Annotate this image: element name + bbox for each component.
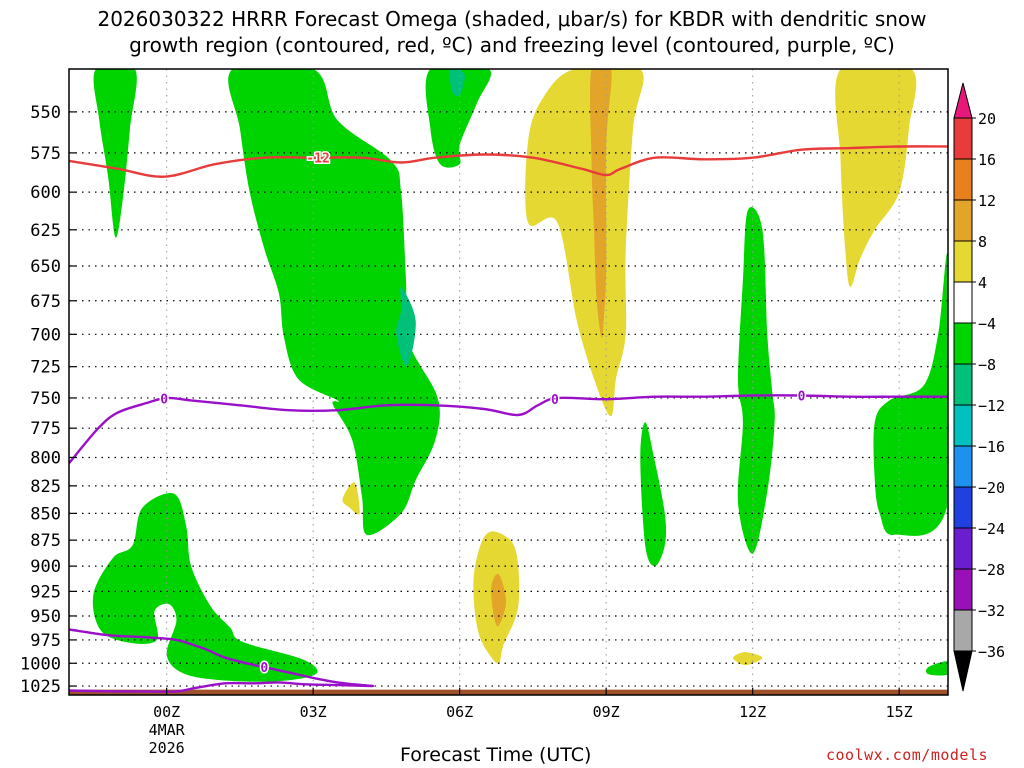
colorbar-bin-2 (953, 158, 973, 201)
colorbar-label-1: 16 (978, 151, 996, 169)
freezing-level-contour-1-label-2: 0 (798, 389, 806, 404)
colorbar-bin-above-20 (953, 82, 973, 119)
x-tick-label-15Z: 15Z (886, 703, 913, 721)
omega-area-yellow-5 (733, 652, 763, 666)
y-tick-label-700: 700 (30, 325, 61, 345)
y-tick-label-625: 625 (30, 221, 61, 241)
y-tick-label-1000: 1000 (20, 654, 61, 674)
x-tick-label-00Z: 00Z (153, 703, 180, 721)
colorbar-bin-below-36 (953, 650, 973, 692)
colorbar-label-7: −12 (978, 397, 1005, 415)
colorbar-bin-4 (953, 240, 973, 283)
omega-area-green-2 (228, 69, 440, 536)
dendritic-growth-contour (69, 145, 948, 178)
omega-area-yellow-4 (342, 482, 360, 515)
y-tick-label-925: 925 (30, 582, 61, 602)
colorbar-bin-5 (953, 281, 973, 324)
omega-area-green-4 (92, 492, 318, 682)
y-tick-label-775: 775 (30, 419, 61, 439)
colorbar-label-9: −20 (978, 479, 1005, 497)
y-tick-label-650: 650 (30, 257, 61, 277)
y-tick-label-900: 900 (30, 557, 61, 577)
y-tick-label-975: 975 (30, 631, 61, 651)
colorbar-label-13: −36 (978, 643, 1005, 661)
y-tick-label-675: 675 (30, 292, 61, 312)
y-tick-label-725: 725 (30, 358, 61, 378)
colorbar-label-10: −24 (978, 520, 1005, 538)
omega-area-yellow-1 (525, 69, 644, 417)
y-tick-label-550: 550 (30, 103, 61, 123)
omega-area-orange-2 (491, 573, 507, 627)
omega-area-green-1 (93, 69, 137, 238)
y-tick-label-575: 575 (30, 144, 61, 164)
x-tick-label-03Z: 03Z (300, 703, 327, 721)
y-tick-label-1025: 1025 (20, 677, 61, 697)
omega-area-green-6 (737, 206, 775, 554)
colorbar-bin-3 (953, 199, 973, 242)
colorbar-label-8: −16 (978, 438, 1005, 456)
colorbar-label-3: 8 (978, 233, 987, 251)
y-tick-label-750: 750 (30, 389, 61, 409)
colorbar-label-12: −32 (978, 602, 1005, 620)
chart-title-line-1: 2026030322 HRRR Forecast Omega (shaded, … (97, 7, 927, 31)
source-credit: coolwx.com/models (826, 746, 989, 764)
dendritic-growth-contour-label-0: -12 (306, 152, 329, 167)
y-tick-label-850: 850 (30, 504, 61, 524)
colorbar-label-0: 20 (978, 110, 996, 128)
y-tick-label-875: 875 (30, 531, 61, 551)
colorbar-label-5: −4 (978, 315, 996, 333)
ground-surface (69, 689, 948, 695)
omega-area-orange-1 (590, 69, 612, 338)
omega-area-green-8 (926, 661, 948, 676)
colorbar-bin-13 (953, 609, 973, 652)
omega-area-teal-2 (449, 69, 465, 97)
omega-area-green-5 (640, 422, 667, 567)
colorbar-label-11: −28 (978, 561, 1005, 579)
x-tick-label-06Z: 06Z (446, 703, 473, 721)
colorbar-bin-1 (953, 117, 973, 160)
colorbar-label-6: −8 (978, 356, 996, 374)
y-tick-label-600: 600 (30, 183, 61, 203)
freezing-level-contour-1-label-1: 0 (551, 393, 559, 408)
omega-area-green-7 (873, 253, 948, 536)
omega-area-teal-1 (396, 286, 416, 367)
colorbar-label-4: 4 (978, 274, 987, 292)
y-tick-label-800: 800 (30, 448, 61, 468)
x-tick-sublabel-year: 2026 (149, 739, 185, 757)
colorbar-bin-8 (953, 404, 973, 447)
freezing-level-contour-1 (69, 394, 948, 464)
colorbar-bin-9 (953, 445, 973, 488)
colorbar-bin-11 (953, 527, 973, 570)
chart-title-line-2: growth region (contoured, red, ºC) and f… (129, 33, 895, 57)
omega-area-green-3 (425, 69, 492, 168)
x-tick-label-09Z: 09Z (593, 703, 620, 721)
omega-area-yellow-2 (835, 69, 917, 288)
colorbar-bin-7 (953, 363, 973, 406)
freezing-level-contour-1-label-0: 0 (160, 393, 168, 408)
x-axis-label: Forecast Time (UTC) (400, 744, 592, 766)
x-tick-label-12Z: 12Z (739, 703, 766, 721)
plot-frame (68, 68, 949, 696)
colorbar-bin-10 (953, 486, 973, 529)
freezing-level-contour-2 (69, 628, 374, 693)
colorbar-label-2: 12 (978, 192, 996, 210)
y-tick-label-950: 950 (30, 607, 61, 627)
freezing-level-contour-2-label-0: 0 (260, 661, 268, 676)
y-tick-label-825: 825 (30, 477, 61, 497)
colorbar-bin-6 (953, 322, 973, 365)
x-tick-sublabel-date: 4MAR (149, 721, 186, 739)
colorbar-bin-12 (953, 568, 973, 611)
